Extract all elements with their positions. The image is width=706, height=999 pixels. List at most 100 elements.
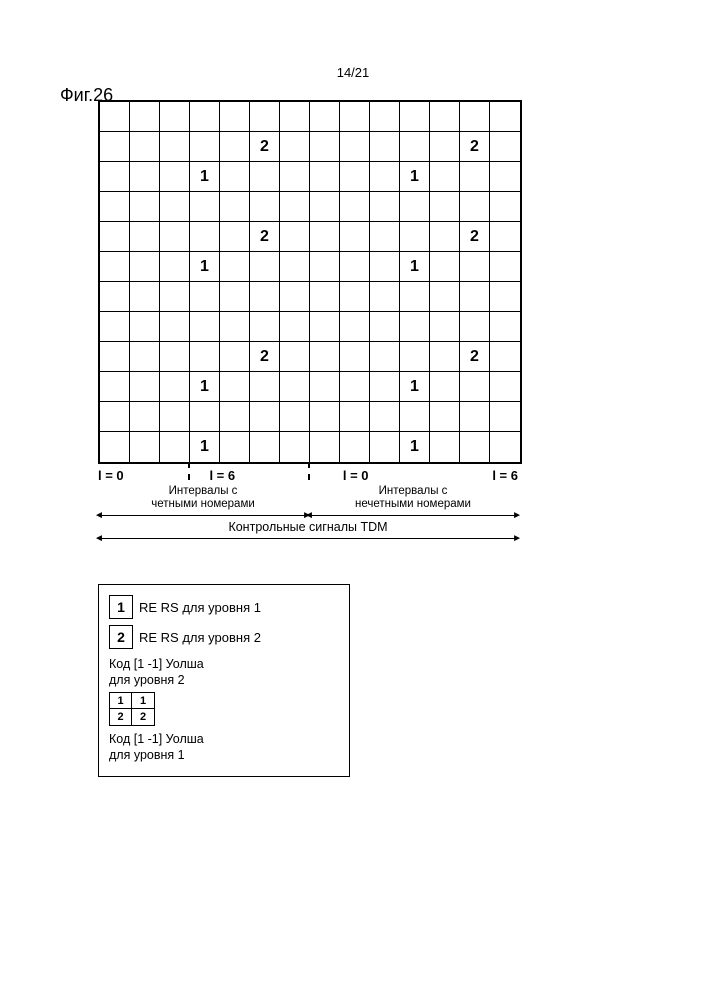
grid-cell: 1 bbox=[400, 252, 430, 282]
grid-cell bbox=[430, 432, 460, 462]
grid-cell bbox=[130, 162, 160, 192]
grid-cell bbox=[280, 222, 310, 252]
grid-cell bbox=[160, 282, 190, 312]
walsh-top-l2: для уровня 2 bbox=[109, 673, 339, 689]
grid-cell bbox=[160, 342, 190, 372]
legend-row-1: 1 RE RS для уровня 1 bbox=[109, 595, 339, 619]
grid-cell: 2 bbox=[250, 342, 280, 372]
interval-even-arrow: ◄► bbox=[98, 512, 308, 520]
grid-cell bbox=[130, 402, 160, 432]
walsh-grid: 1 1 2 2 bbox=[109, 692, 155, 726]
grid-cell bbox=[370, 192, 400, 222]
grid-cell bbox=[370, 102, 400, 132]
dash-1 bbox=[188, 462, 190, 480]
grid-cell bbox=[340, 222, 370, 252]
grid-cell bbox=[460, 402, 490, 432]
tdm-row: Контрольные сигналы TDM ◄► bbox=[98, 520, 518, 544]
grid-cell bbox=[250, 162, 280, 192]
legend-box: 1 RE RS для уровня 1 2 RE RS для уровня … bbox=[98, 584, 350, 777]
grid-cell bbox=[370, 252, 400, 282]
grid-cell bbox=[220, 432, 250, 462]
grid-cell bbox=[100, 192, 130, 222]
grid-cell bbox=[340, 132, 370, 162]
grid-cell bbox=[250, 312, 280, 342]
grid-cell bbox=[490, 252, 520, 282]
interval-odd-l2: нечетными номерами bbox=[308, 498, 518, 511]
grid-cell bbox=[460, 192, 490, 222]
grid-cell bbox=[370, 222, 400, 252]
grid-cell bbox=[400, 222, 430, 252]
grid-cell bbox=[400, 342, 430, 372]
grid-cell bbox=[430, 132, 460, 162]
grid-cell bbox=[220, 372, 250, 402]
grid-cell bbox=[220, 162, 250, 192]
grid-cell bbox=[310, 432, 340, 462]
interval-even: Интервалы с четными номерами ◄► bbox=[98, 485, 308, 520]
grid-cell bbox=[130, 432, 160, 462]
grid-cell bbox=[220, 282, 250, 312]
grid-cell bbox=[310, 192, 340, 222]
grid-cell bbox=[160, 132, 190, 162]
grid-cell bbox=[430, 252, 460, 282]
grid-cell bbox=[400, 402, 430, 432]
grid-cell bbox=[340, 252, 370, 282]
grid-cell bbox=[490, 372, 520, 402]
grid-cell bbox=[100, 132, 130, 162]
grid-cell bbox=[160, 372, 190, 402]
grid-cell bbox=[430, 342, 460, 372]
grid-cell bbox=[220, 402, 250, 432]
grid-cell bbox=[160, 162, 190, 192]
grid-cell bbox=[100, 252, 130, 282]
grid-cell bbox=[130, 222, 160, 252]
grid-cell bbox=[400, 192, 430, 222]
axis-l0-midright: l = 0 bbox=[343, 468, 369, 483]
grid-cell bbox=[250, 102, 280, 132]
grid-cell: 2 bbox=[460, 132, 490, 162]
grid-cell bbox=[370, 402, 400, 432]
grid-cell bbox=[370, 132, 400, 162]
grid-cell bbox=[250, 252, 280, 282]
grid-cell bbox=[250, 432, 280, 462]
walsh-cell-0: 1 bbox=[110, 693, 132, 709]
walsh-cell-1: 1 bbox=[132, 693, 154, 709]
grid-cell bbox=[340, 282, 370, 312]
grid-cell bbox=[490, 102, 520, 132]
grid-cell bbox=[370, 312, 400, 342]
grid-cell bbox=[160, 222, 190, 252]
grid-cell: 2 bbox=[460, 342, 490, 372]
grid-cell bbox=[160, 192, 190, 222]
grid-cell bbox=[130, 282, 160, 312]
grid-cell bbox=[280, 312, 310, 342]
grid-cell bbox=[100, 222, 130, 252]
grid-cell bbox=[280, 192, 310, 222]
grid-cell bbox=[280, 132, 310, 162]
grid-cell bbox=[370, 162, 400, 192]
interval-odd-l1: Интервалы с bbox=[308, 485, 518, 498]
grid-cell bbox=[490, 222, 520, 252]
legend-text-2: RE RS для уровня 2 bbox=[139, 630, 261, 645]
axis-l6-midleft: l = 6 bbox=[209, 468, 235, 483]
grid-cell bbox=[220, 132, 250, 162]
interval-odd: Интервалы с нечетными номерами ◄► bbox=[308, 485, 518, 520]
grid-cell bbox=[130, 192, 160, 222]
interval-even-l2: четными номерами bbox=[98, 498, 308, 511]
grid-cell bbox=[220, 102, 250, 132]
grid-cell bbox=[460, 162, 490, 192]
grid-cell bbox=[280, 102, 310, 132]
grid-cell bbox=[490, 432, 520, 462]
grid-cell bbox=[430, 312, 460, 342]
walsh-bot: Код [1 -1] Уолша для уровня 1 bbox=[109, 732, 339, 763]
grid-cell bbox=[310, 402, 340, 432]
walsh-cell-2: 2 bbox=[110, 709, 132, 725]
grid-cell bbox=[190, 402, 220, 432]
grid-cell bbox=[310, 252, 340, 282]
grid-cell bbox=[160, 432, 190, 462]
grid-container: 22112211221111 l = 0 l = 6 l = 0 l = 6 И… bbox=[98, 100, 522, 544]
grid-cell: 1 bbox=[190, 252, 220, 282]
grid-cell: 1 bbox=[400, 372, 430, 402]
grid-cell bbox=[250, 402, 280, 432]
page-number: 14/21 bbox=[0, 65, 706, 80]
walsh-bot-l2: для уровня 1 bbox=[109, 748, 339, 764]
grid-cell bbox=[130, 252, 160, 282]
grid-cell bbox=[160, 402, 190, 432]
